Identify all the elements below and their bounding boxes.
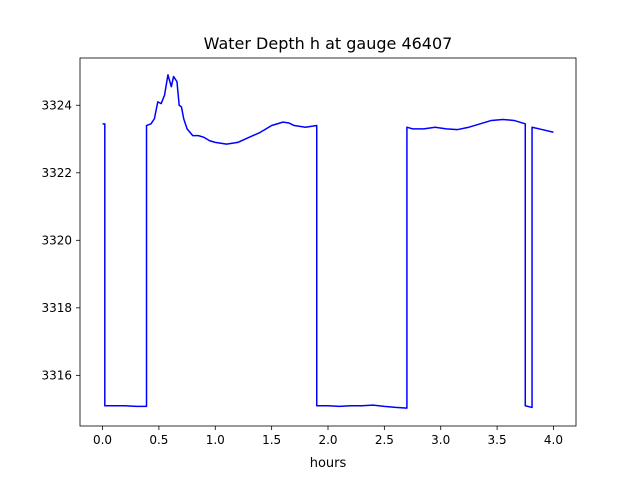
x-tick-label: 3.0 [431,433,450,447]
series-line-1 [102,74,554,409]
x-tick-label: 2.5 [375,433,394,447]
x-tick-label: 0.0 [93,433,112,447]
y-tick-label: 3320 [41,233,72,247]
x-tick-label: 1.0 [206,433,225,447]
x-tick-label: 1.5 [262,433,281,447]
y-tick-label: 3324 [41,98,72,112]
x-tick-label: 2.0 [318,433,337,447]
x-tick-label: 0.5 [149,433,168,447]
axes: 0.0 0.5 1.0 1.5 2.0 2.5 3.0 3.5 4.0 3316 3318 3320 3… [41,57,577,447]
y-tick-label: 3318 [41,301,72,315]
chart-title: Water Depth h at gauge 46407 [204,34,453,53]
plot-area [102,74,554,409]
x-tick-label: 3.5 [488,433,507,447]
y-tick-label: 3322 [41,166,72,180]
x-tick-label: 4.0 [544,433,563,447]
x-axis-label: hours [310,456,347,471]
y-tick-label: 3316 [41,368,72,382]
